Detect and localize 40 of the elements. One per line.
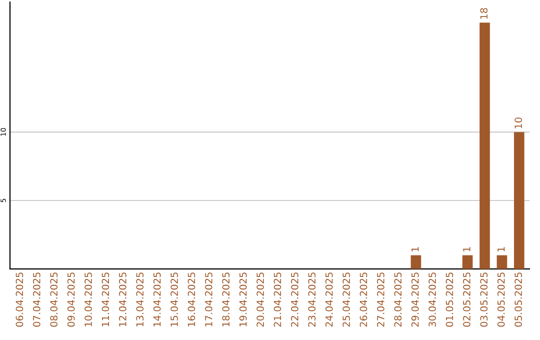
data-label: 10 [514,118,522,128]
x-tick-label: 09.04.2025 [67,272,75,327]
x-tick-label: 13.04.2025 [136,272,144,326]
x-tick-label: 19.04.2025 [239,272,247,326]
x-tick-label: 05.05.2025 [514,272,522,327]
bar [496,255,508,269]
x-tick-label: 07.04.2025 [32,272,40,327]
x-tick-label: 16.04.2025 [188,272,196,326]
x-tick-label: 15.04.2025 [170,272,178,326]
x-tick-label: 30.04.2025 [428,272,436,327]
x-tick-label: 22.04.2025 [291,272,298,327]
x-tick-label: 10.04.2025 [84,272,92,326]
bar [480,22,490,269]
data-label: 18 [480,8,488,19]
x-tick-label: 17.04.2025 [204,272,212,326]
x-tick-label: 02.05.2025 [463,272,470,327]
x-tick-label: 24.04.2025 [325,272,333,327]
x-tick-label: 25.04.2025 [342,272,350,327]
x-tick-label: 06.04.2025 [16,272,24,327]
x-tick-label: 11.04.2025 [102,272,110,326]
x-tick-label: 08.04.2025 [50,272,58,327]
data-label: 1 [463,247,470,252]
x-tick-label: 26.04.2025 [360,272,368,327]
x-tick-label: 18.04.2025 [222,272,230,326]
x-tick-label: 28.04.2025 [394,272,402,327]
x-tick-label: 27.04.2025 [377,272,384,327]
bar [514,132,524,269]
x-tick-label: 23.04.2025 [308,272,316,327]
x-tick-label: 29.04.2025 [411,272,419,327]
bar [410,255,422,269]
x-tick-label: 14.04.2025 [153,272,161,326]
bar [462,255,473,269]
x-tick-label: 20.04.2025 [256,272,264,327]
x-tick-label: 21.04.2025 [274,272,282,327]
data-label: 1 [498,247,505,252]
x-tick-label: 01.05.2025 [446,272,454,327]
x-tick-label: 12.04.2025 [118,272,126,326]
x-tick-label: 03.05.2025 [480,272,488,327]
x-tick-label: 04.05.2025 [497,272,505,327]
data-label: 1 [412,247,419,252]
